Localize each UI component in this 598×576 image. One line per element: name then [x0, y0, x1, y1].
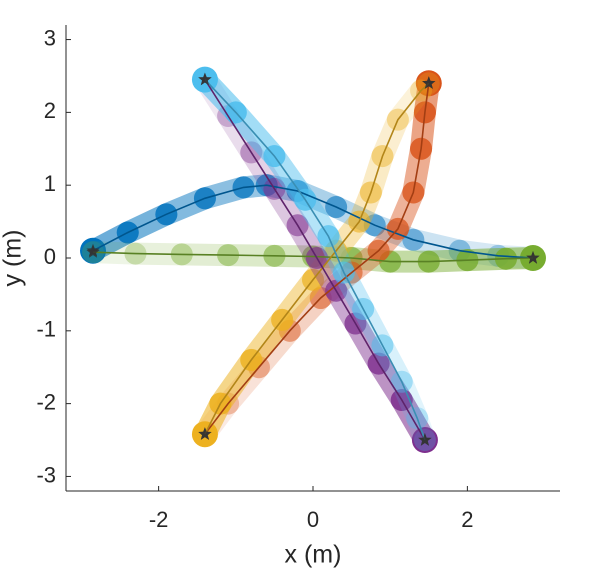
endpoint-star	[198, 427, 212, 440]
endpoint-star	[86, 245, 100, 258]
y-tick-label: 2	[44, 98, 56, 123]
trajectory	[204, 83, 430, 435]
y-tick-label: -1	[36, 317, 56, 342]
x-tick-label: 2	[461, 507, 473, 532]
endpoint-star	[418, 433, 432, 446]
trajectory	[204, 82, 430, 435]
y-tick-label: -3	[36, 462, 56, 487]
trajectory	[204, 79, 426, 441]
endpoint-star	[198, 72, 212, 86]
x-axis-label: x (m)	[285, 541, 342, 569]
trajectory	[92, 251, 534, 263]
y-tick-label: 3	[44, 25, 56, 50]
endpoint-star	[526, 251, 540, 264]
y-tick-label: 0	[44, 244, 56, 269]
trajectory	[204, 79, 426, 441]
y-tick-label: 1	[44, 171, 56, 196]
y-axis-label: y (m)	[0, 230, 27, 287]
x-tick-label: 0	[307, 507, 319, 532]
x-tick-label: -2	[149, 507, 169, 532]
trajectory	[92, 184, 534, 259]
y-tick-label: -2	[36, 389, 56, 414]
endpoint-star	[422, 76, 436, 89]
